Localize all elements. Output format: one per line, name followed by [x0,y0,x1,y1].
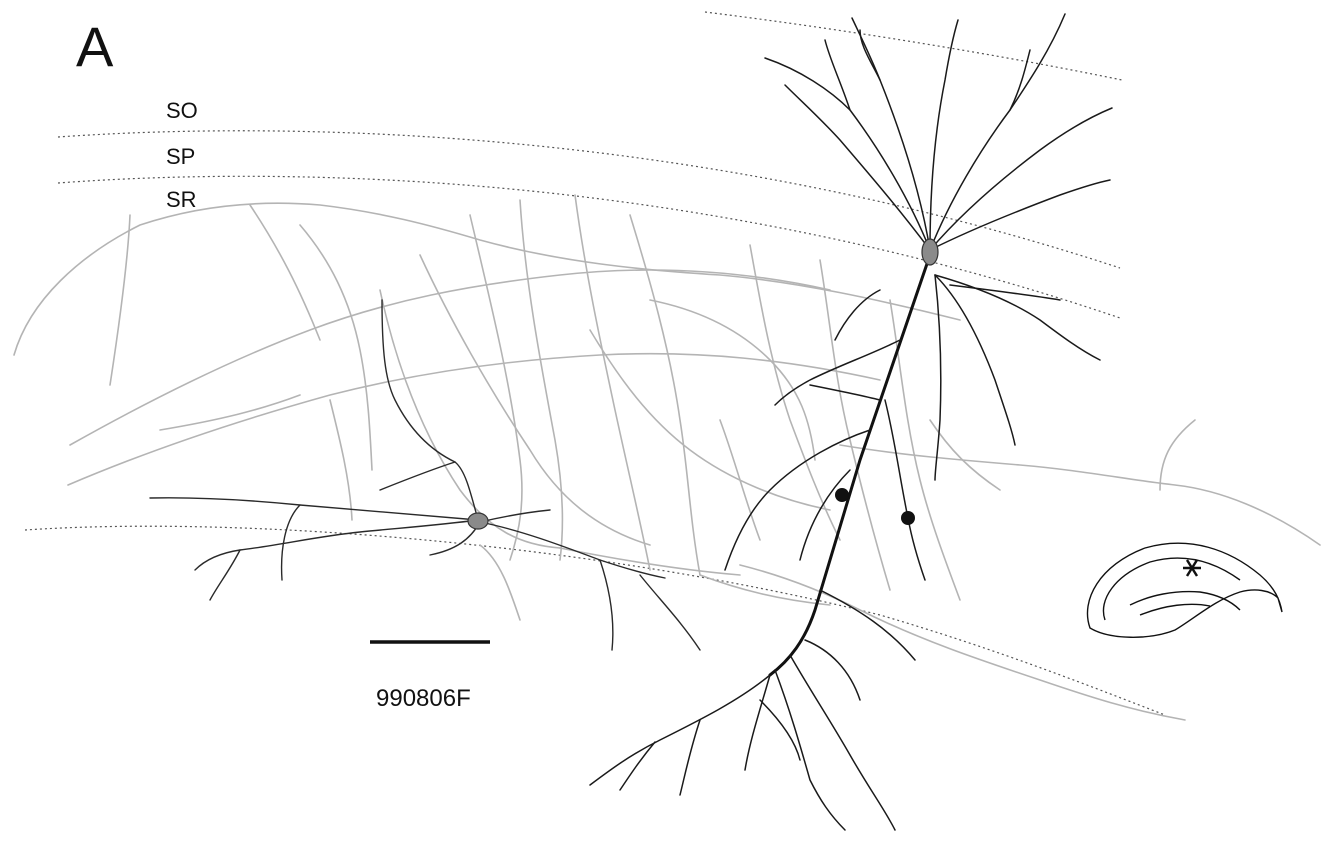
asterisk-icon [1183,559,1201,577]
pyramidal-soma [921,238,939,266]
boundary-lower [24,525,1166,716]
contact-point-1 [835,488,849,502]
layer-label-sp: SP [166,144,195,169]
panel-letter: A [76,15,114,78]
axon-arbor [13,194,1321,721]
cell-id-label: 990806F [376,685,471,712]
contact-point-2 [901,511,915,525]
apical-trunk [768,253,932,677]
pyramidal-neuron [589,13,1113,831]
interneuron [149,299,701,651]
boundary-top-right [704,11,1123,81]
boundary-sp-sr [57,175,1121,319]
layer-label-so: SO [166,98,198,123]
hippocampus-outline-icon [1086,542,1283,638]
interneuron-soma [467,512,489,530]
layer-label-sr: SR [166,187,197,212]
layer-boundaries [24,11,1166,716]
boundary-so-sp [57,130,1121,269]
